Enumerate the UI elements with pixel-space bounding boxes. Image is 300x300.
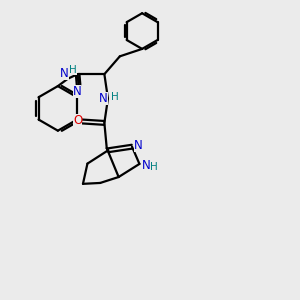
Text: N: N	[60, 67, 69, 80]
Text: H: H	[69, 65, 77, 75]
Text: O: O	[73, 114, 82, 127]
Text: H: H	[111, 92, 118, 102]
Text: H: H	[150, 163, 158, 172]
Text: N: N	[142, 159, 150, 172]
Text: N: N	[99, 92, 108, 105]
Text: N: N	[134, 139, 143, 152]
Text: N: N	[73, 85, 81, 98]
